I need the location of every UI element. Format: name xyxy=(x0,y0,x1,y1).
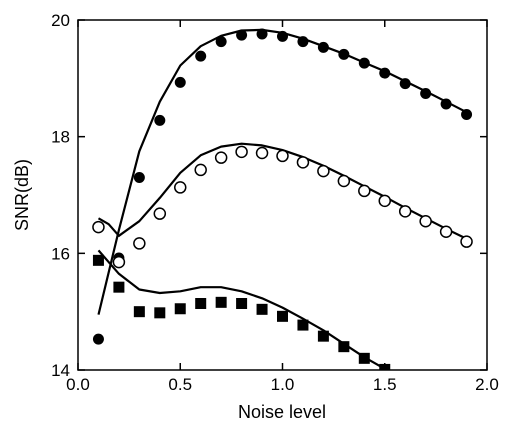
y-tick-label: 18 xyxy=(51,128,70,147)
fit-line-filled-circle xyxy=(97,28,468,315)
data-point-open-circle xyxy=(398,205,412,218)
data-point-filled-square xyxy=(277,310,288,322)
data-point-open-circle xyxy=(296,156,310,169)
series-filled-circle xyxy=(92,28,473,345)
data-point-open-circle xyxy=(255,146,269,160)
y-tick-label: 14 xyxy=(51,361,70,380)
data-point-open-circle xyxy=(439,225,453,238)
series-open-circle xyxy=(92,142,473,269)
data-point-filled-circle xyxy=(154,114,166,126)
data-point-filled-square xyxy=(195,298,207,309)
data-point-open-circle xyxy=(153,207,167,220)
data-point-open-circle xyxy=(337,174,351,188)
data-point-filled-circle xyxy=(195,50,207,62)
data-point-filled-circle xyxy=(358,57,370,69)
data-point-filled-circle xyxy=(174,76,186,88)
data-point-filled-circle xyxy=(440,98,452,110)
data-point-filled-circle xyxy=(256,28,268,40)
series-layer xyxy=(92,28,473,370)
data-point-filled-circle xyxy=(317,41,329,53)
data-point-filled-square xyxy=(317,330,329,342)
data-point-open-circle xyxy=(378,194,391,208)
data-point-filled-circle xyxy=(420,88,432,99)
data-point-filled-square xyxy=(174,303,186,315)
data-point-filled-square xyxy=(338,341,350,353)
data-point-open-circle xyxy=(214,151,228,164)
data-point-open-circle xyxy=(194,163,207,177)
data-point-filled-square xyxy=(256,303,268,315)
data-point-open-circle xyxy=(92,220,105,234)
data-point-open-circle xyxy=(174,181,187,194)
x-tick-label: 0.0 xyxy=(66,375,90,394)
data-point-filled-square xyxy=(113,281,125,293)
y-tick-label: 16 xyxy=(51,244,70,263)
data-point-open-circle xyxy=(235,145,248,159)
x-tick-label: 1.0 xyxy=(271,375,295,394)
data-point-filled-circle xyxy=(399,78,411,90)
x-axis-label: Noise level xyxy=(238,402,326,422)
data-point-open-circle xyxy=(133,237,146,250)
fit-line-open-circle xyxy=(97,142,467,240)
data-point-filled-circle xyxy=(461,109,473,120)
data-point-filled-square xyxy=(358,352,370,364)
x-tick-label: 2.0 xyxy=(475,375,499,394)
data-point-filled-square xyxy=(236,298,248,309)
y-axis-label: SNR(dB) xyxy=(12,159,32,231)
data-point-filled-circle xyxy=(92,333,104,345)
data-point-filled-square xyxy=(215,296,227,308)
data-point-filled-square xyxy=(92,254,104,266)
data-point-filled-square xyxy=(297,319,309,331)
series-filled-square xyxy=(92,249,391,370)
x-tick-label: 0.5 xyxy=(168,375,192,394)
ticks-layer: 0.0 0.5 1.0 1.5 2.0 14 16 18 20 xyxy=(51,11,499,394)
data-point-open-circle xyxy=(317,164,330,178)
data-point-filled-circle xyxy=(297,36,309,48)
data-point-open-circle xyxy=(460,235,473,248)
data-point-filled-circle xyxy=(338,48,350,60)
data-point-filled-circle xyxy=(133,172,145,183)
data-point-filled-square xyxy=(133,306,145,318)
fit-line-filled-square xyxy=(97,249,389,370)
data-point-open-circle xyxy=(276,149,289,163)
y-tick-label: 20 xyxy=(51,11,70,30)
data-point-filled-square xyxy=(154,307,166,319)
data-point-open-circle xyxy=(419,215,432,228)
data-point-filled-circle xyxy=(277,30,288,42)
x-tick-label: 1.5 xyxy=(373,375,397,394)
data-point-filled-circle xyxy=(236,29,248,41)
data-point-filled-circle xyxy=(215,36,227,48)
data-point-open-circle xyxy=(112,255,126,269)
data-point-open-circle xyxy=(358,184,371,198)
data-point-filled-circle xyxy=(379,67,391,79)
